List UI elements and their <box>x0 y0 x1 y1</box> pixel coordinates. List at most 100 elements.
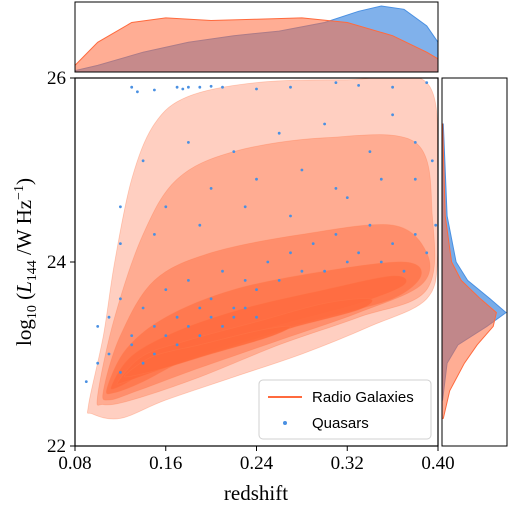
right-marginal <box>441 77 508 447</box>
quasar-point <box>209 187 213 190</box>
right-marginal-kde <box>442 123 507 419</box>
quasar-point <box>164 334 168 337</box>
legend-label-quasars: Quasars <box>312 415 369 432</box>
quasar-point <box>130 85 134 89</box>
y-tick-label: 22 <box>47 436 66 457</box>
quasar-point <box>232 315 236 319</box>
quasar-point <box>323 122 326 126</box>
quasar-point <box>130 334 134 337</box>
quasar-point <box>413 233 417 236</box>
quasar-scatter <box>84 81 438 383</box>
quasar-point <box>345 260 349 264</box>
quasar-point <box>243 279 247 282</box>
y-axis-ticks: 22 24 26 <box>47 68 75 457</box>
quasar-point <box>255 177 258 181</box>
quasar-point <box>209 84 213 88</box>
top-marginal-kde <box>75 5 438 72</box>
quasar-point <box>243 205 247 209</box>
quasar-point <box>368 150 372 154</box>
quasar-point <box>221 325 224 328</box>
quasar-point <box>334 233 338 236</box>
quasar-point <box>130 343 134 347</box>
legend-box <box>258 379 432 440</box>
quasar-point <box>334 81 338 84</box>
quasar-point <box>187 325 190 328</box>
x-tick-label: 0.40 <box>421 453 454 474</box>
x-tick-label: 0.08 <box>58 453 91 474</box>
top-marginal-frame <box>74 1 439 73</box>
quasar-point <box>187 141 190 144</box>
quasar-point <box>243 306 247 310</box>
quasar-point <box>255 288 258 291</box>
quasar-point <box>153 88 156 92</box>
quasar-point <box>300 269 304 273</box>
x-tick-label: 0.32 <box>331 453 364 474</box>
quasar-point <box>119 297 122 301</box>
quasar-point <box>255 87 258 91</box>
quasar-point <box>232 150 236 154</box>
quasar-point <box>164 205 168 209</box>
right-marginal-frame <box>441 77 508 447</box>
quasar-point <box>119 242 122 246</box>
quasar-point <box>141 159 145 163</box>
quasar-point <box>345 196 349 200</box>
main-plot: 0.08 0.16 0.24 0.32 0.40 22 24 26 redshift log… <box>12 68 455 505</box>
quasar-point <box>141 306 145 310</box>
quasar-point <box>413 177 417 181</box>
quasar-point <box>164 288 168 291</box>
quasar-point <box>181 87 185 91</box>
quasar-point <box>209 315 213 319</box>
legend: Radio Galaxies Quasars <box>258 379 432 440</box>
quasar-point <box>334 187 338 190</box>
quasar-point <box>175 343 179 347</box>
right-marginal-radio-density <box>442 123 497 419</box>
quasar-point <box>141 361 145 365</box>
quasar-point <box>391 242 394 246</box>
y-tick-label: 24 <box>47 252 67 273</box>
quasar-point <box>425 251 429 255</box>
quasar-point <box>153 352 156 356</box>
y-tick-label: 26 <box>47 68 66 89</box>
quasar-point <box>434 223 438 227</box>
quasar-point <box>107 315 111 319</box>
x-axis-label: redshift <box>224 481 288 505</box>
quasar-point <box>187 279 190 282</box>
x-tick-label: 0.24 <box>240 453 274 474</box>
quasar-point <box>209 297 213 301</box>
x-axis-ticks: 0.08 0.16 0.24 0.32 0.40 <box>58 446 455 474</box>
quasar-point <box>402 269 406 273</box>
quasar-point <box>153 325 156 328</box>
quasar-point <box>232 306 236 310</box>
quasar-point <box>119 371 122 374</box>
quasar-point <box>175 85 179 89</box>
quasar-point <box>289 251 292 255</box>
quasar-point <box>107 352 111 356</box>
radio-galaxy-contour-level-7 <box>124 325 292 378</box>
quasar-point <box>311 242 315 246</box>
quasar-point <box>391 113 394 117</box>
quasar-point <box>119 205 122 209</box>
legend-label-radio-galaxies: Radio Galaxies <box>312 389 414 406</box>
quasar-point <box>96 325 100 328</box>
quasar-point <box>368 223 372 227</box>
quasar-point <box>391 85 394 89</box>
quasar-point <box>221 269 224 273</box>
quasar-point <box>379 177 383 181</box>
quasar-point <box>289 214 292 218</box>
quasar-point <box>84 380 88 383</box>
quasar-point <box>289 85 292 89</box>
quasar-point <box>357 251 360 255</box>
quasar-point <box>300 168 304 172</box>
quasar-point <box>221 85 224 89</box>
legend-quasar-marker <box>283 421 287 425</box>
quasar-point <box>323 269 326 273</box>
quasar-point <box>430 159 434 163</box>
quasar-point <box>136 90 139 94</box>
quasar-point <box>357 84 360 87</box>
y-axis-label: log10 (L144 /W Hz−1) <box>12 178 40 346</box>
radio-galaxy-kde-contours <box>87 78 438 420</box>
quasar-point <box>255 315 258 319</box>
quasar-point <box>413 141 417 144</box>
quasar-point <box>187 85 190 89</box>
